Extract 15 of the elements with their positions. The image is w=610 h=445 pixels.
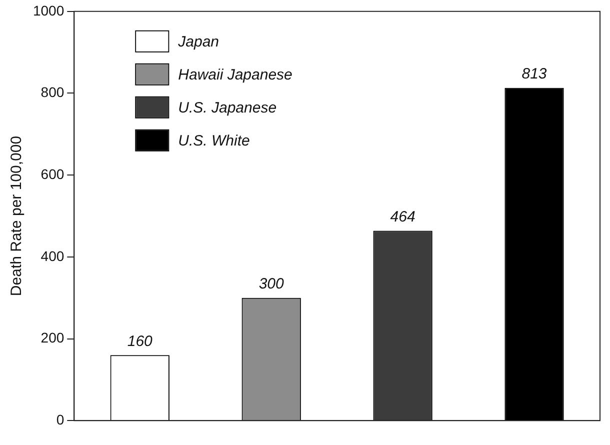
y-axis-title: Death Rate per 100,000 — [8, 136, 26, 296]
data-label: 300 — [258, 276, 285, 293]
y-tick-label: 400 — [40, 248, 64, 264]
legend-label: Hawaii Japanese — [178, 66, 292, 84]
legend-label: U.S. White — [178, 132, 250, 150]
y-tick-label: 1000 — [32, 2, 64, 18]
data-label: 813 — [522, 66, 548, 83]
y-tick-label: 0 — [56, 411, 64, 428]
y-tick-label: 800 — [40, 84, 64, 100]
data-label: 464 — [390, 208, 416, 226]
legend-label: Japan — [177, 34, 220, 51]
y-tick-label: 600 — [40, 166, 64, 182]
y-tick-label: 200 — [40, 330, 64, 346]
data-label: 160 — [127, 332, 154, 350]
legend-label: U.S. Japanese — [178, 100, 277, 117]
